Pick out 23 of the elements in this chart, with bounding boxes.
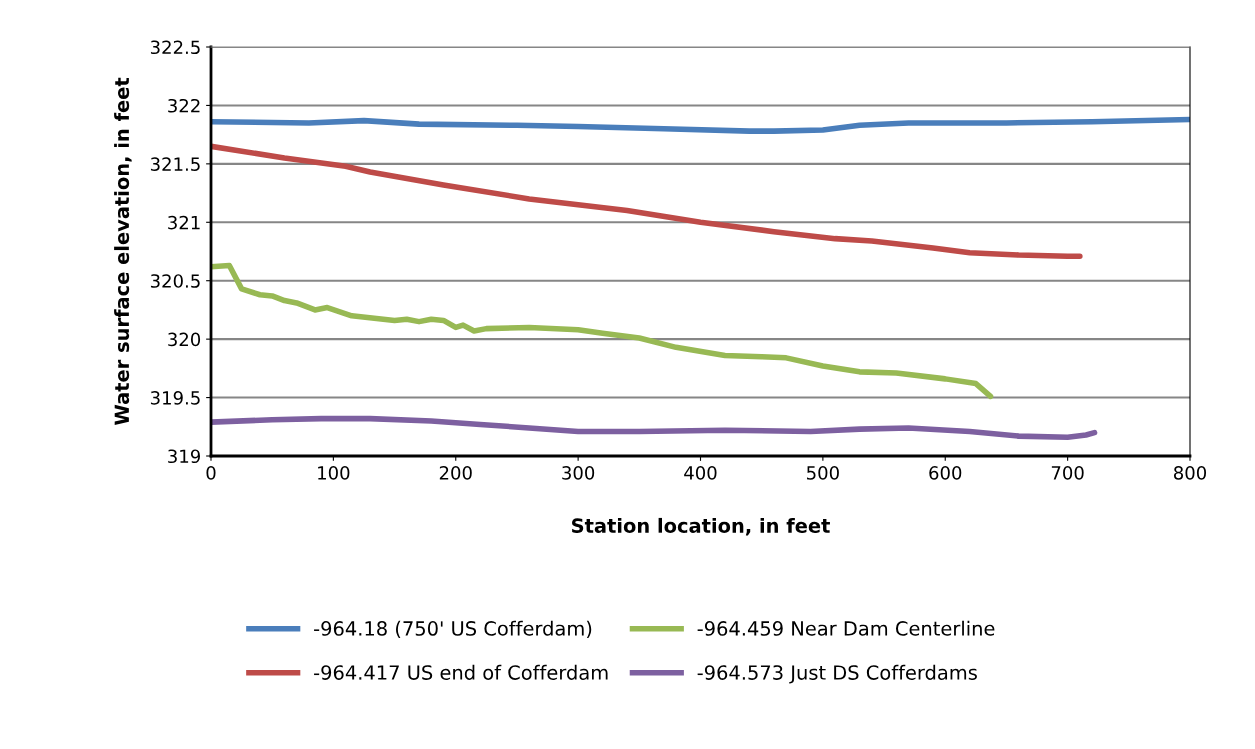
x-axis-title: Station location, in feet [572, 517, 830, 536]
legend-label: -964.573 Just DS Cofferdams [697, 664, 977, 684]
x-tick-label: 800 [1173, 466, 1207, 480]
x-tick-label: 200 [439, 466, 472, 480]
y-tick-label: 319 [168, 449, 201, 464]
legend-label: -964.417 US end of Cofferdam [314, 664, 608, 680]
x-tick-label: 400 [684, 466, 717, 480]
x-tick-label: 300 [562, 466, 595, 480]
y-tick-label: 321 [168, 215, 200, 230]
legend-label: -964.18 (750' US Cofferdam) [314, 620, 592, 639]
y-tick-label: 320 [168, 332, 201, 347]
x-tick-label: 0 [206, 466, 216, 480]
y-tick-label: 319.5 [150, 391, 200, 405]
y-axis-title: Water surface elevation, in feet [114, 77, 132, 426]
y-tick-label: 322.5 [150, 40, 200, 55]
x-tick-label: 500 [807, 466, 839, 480]
x-tick-label: 600 [929, 466, 962, 480]
y-tick-label: 321.5 [150, 157, 200, 171]
x-tick-label: 700 [1051, 466, 1084, 480]
y-tick-label: 322 [168, 98, 200, 113]
y-tick-label: 320.5 [150, 274, 200, 288]
legend-label: -964.459 Near Dam Centerline [697, 620, 995, 636]
x-tick-label: 100 [318, 466, 350, 480]
